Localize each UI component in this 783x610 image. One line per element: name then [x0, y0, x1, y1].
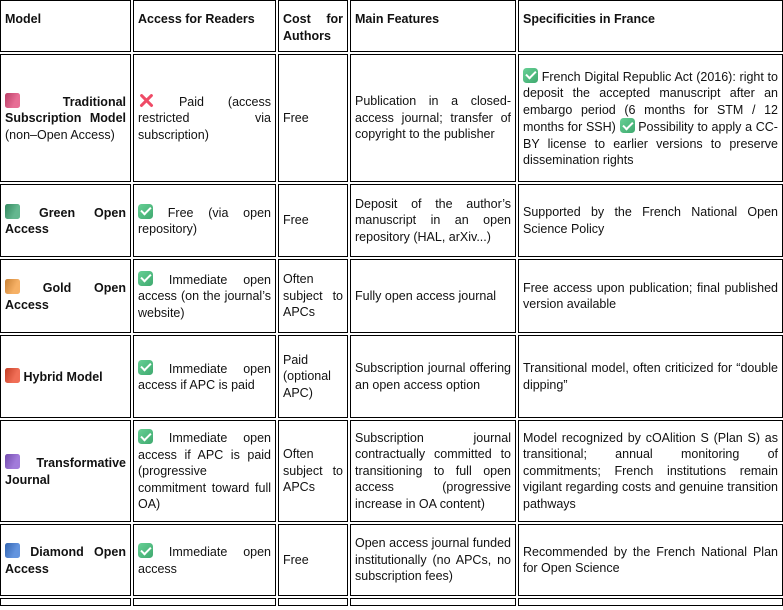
column-header-cost: Cost for Authors — [278, 0, 348, 52]
cross-icon — [138, 93, 155, 108]
check-icon — [138, 429, 153, 445]
table-row: Hybrid Model Immediate open access if AP… — [0, 335, 783, 418]
model-name: Traditional Subscription Model — [5, 94, 126, 126]
access-cell: Paid (access restricted via subscription… — [133, 54, 276, 182]
features-cell: Publication in a closed-access journal; … — [350, 54, 516, 182]
access-text: Immediate open access (on the journal’s … — [138, 272, 271, 320]
model-cell: Green Open Access — [0, 184, 131, 257]
green-square-icon — [5, 203, 20, 219]
check-icon — [523, 67, 538, 83]
access-cell: Immediate open access — [133, 524, 276, 596]
model-cell: Gold Open Access — [0, 259, 131, 333]
model-name: Transformative Journal — [5, 456, 126, 487]
model-name: Hybrid Model — [23, 369, 103, 384]
cost-cell: Paid (optional APC) — [278, 335, 348, 418]
features-cell: Subscription journal contractually commi… — [350, 420, 516, 522]
access-text: Immediate open access — [138, 545, 271, 576]
features-cell: Fully open access journal — [350, 259, 516, 333]
column-header-france: Specificities in France — [518, 0, 783, 52]
france-text: Model recognized by cOAlition S (Plan S)… — [523, 430, 778, 511]
clipped-next-row — [0, 598, 783, 606]
check-icon — [138, 270, 153, 286]
france-cell: Free access upon publication; final publ… — [518, 259, 783, 333]
france-cell: Model recognized by cOAlition S (Plan S)… — [518, 420, 783, 522]
access-cell: Immediate open access if APC is paid (pr… — [133, 420, 276, 522]
check-icon — [138, 203, 153, 219]
france-text: Recommended by the French National Plan … — [523, 544, 778, 576]
check-icon — [138, 543, 153, 558]
france-cell: Recommended by the French National Plan … — [518, 524, 783, 596]
model-note: (non–Open Access) — [5, 127, 115, 142]
column-header-features: Main Features — [350, 0, 516, 52]
cost-cell: Free — [278, 54, 348, 182]
model-name: Diamond Open Access — [5, 545, 126, 576]
blue-square-icon — [5, 543, 20, 558]
cost-cell: Free — [278, 524, 348, 596]
column-header-access: Access for Readers — [133, 0, 276, 52]
orange-square-icon — [5, 279, 20, 294]
check-icon — [138, 359, 153, 375]
access-text: Paid (access restricted via subscription… — [138, 94, 271, 142]
purple-square-icon — [5, 454, 20, 469]
access-text: Immediate open access if APC is paid (pr… — [138, 431, 271, 512]
check-icon — [619, 118, 635, 133]
france-cell — [518, 598, 783, 606]
table-row: Diamond Open Access Immediate open acces… — [0, 524, 783, 596]
pink-square-icon — [5, 92, 20, 108]
model-name: Green Open Access — [5, 205, 126, 237]
model-cell: Hybrid Model — [0, 335, 131, 418]
access-cell — [133, 598, 276, 606]
features-cell — [350, 598, 516, 606]
model-cell: Diamond Open Access — [0, 524, 131, 596]
access-cell: Free (via open repository) — [133, 184, 276, 257]
france-text: Free access upon publication; final publ… — [523, 280, 778, 312]
model-cell — [0, 598, 131, 606]
france-cell: Supported by the French National Open Sc… — [518, 184, 783, 257]
access-text: Free (via open repository) — [138, 205, 271, 237]
france-text: Supported by the French National Open Sc… — [523, 205, 778, 236]
access-cell: Immediate open access (on the journal’s … — [133, 259, 276, 333]
cost-cell: Free — [278, 184, 348, 257]
table-row: Traditional Subscription Model (non–Open… — [0, 54, 783, 182]
model-name: Gold Open Access — [5, 281, 126, 312]
france-cell: Transitional model, often criticized for… — [518, 335, 783, 418]
red-square-icon — [5, 367, 20, 383]
cost-cell: Often subject to APCs — [278, 420, 348, 522]
header-row: Model Access for Readers Cost for Author… — [0, 0, 783, 52]
france-text: Transitional model, often criticized for… — [523, 361, 778, 392]
france-text: French Digital Republic Act (2016): righ… — [523, 69, 778, 135]
features-cell: Open access journal funded institutional… — [350, 524, 516, 596]
features-cell: Subscription journal offering an open ac… — [350, 335, 516, 418]
access-cell: Immediate open access if APC is paid — [133, 335, 276, 418]
table-row: Gold Open Access Immediate open access (… — [0, 259, 783, 333]
features-cell: Deposit of the author’s manuscript in an… — [350, 184, 516, 257]
cost-cell — [278, 598, 348, 606]
cost-cell: Often subject to APCs — [278, 259, 348, 333]
table-row: Transformative Journal Immediate open ac… — [0, 420, 783, 522]
france-text: Possibility to apply a CC-BY license to … — [523, 120, 778, 167]
table-row: Green Open Access Free (via open reposit… — [0, 184, 783, 257]
column-header-model: Model — [0, 0, 131, 52]
model-cell: Traditional Subscription Model (non–Open… — [0, 54, 131, 182]
model-cell: Transformative Journal — [0, 420, 131, 522]
access-text: Immediate open access if APC is paid — [138, 361, 271, 393]
france-cell: French Digital Republic Act (2016): righ… — [518, 54, 783, 182]
